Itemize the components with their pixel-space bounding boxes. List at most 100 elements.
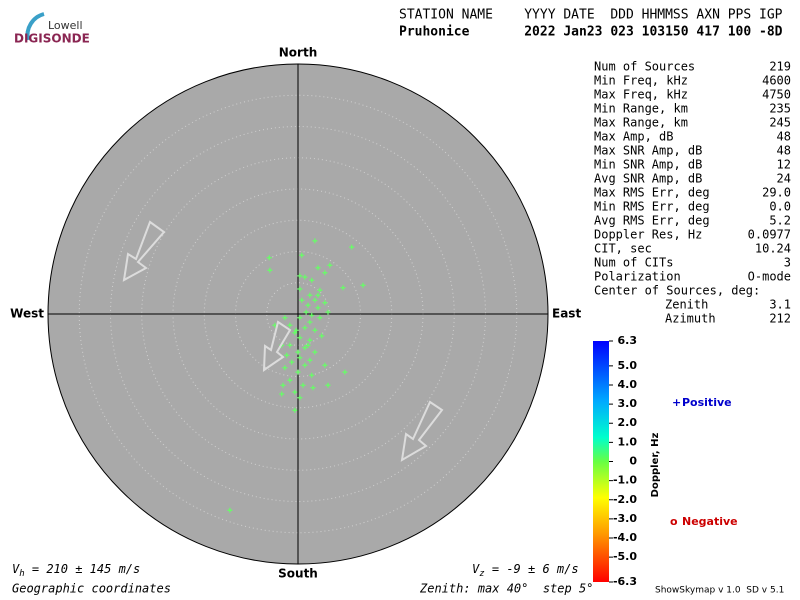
source-point [312, 327, 318, 333]
colorbar-tick-label: 5.0 [618, 359, 638, 372]
source-point [322, 300, 328, 306]
stat-label: Max RMS Err, deg [594, 186, 710, 200]
stat-label: Num of Sources [594, 60, 695, 74]
stat-value: 12 [777, 158, 791, 172]
source-point [297, 335, 303, 341]
source-point [307, 337, 313, 343]
stat-label: Max Amp, dB [594, 130, 673, 144]
plot [47, 63, 549, 565]
source-point [309, 312, 315, 318]
source-point [297, 286, 303, 292]
stat-label: Max Range, km [594, 116, 688, 130]
drift-arrows [122, 220, 444, 462]
direction-label: North [279, 46, 317, 60]
source-point [287, 377, 293, 383]
zenith-note: Zenith: max 40° step 5° [419, 582, 593, 596]
colorbar-tick-label: -1.0 [613, 474, 637, 487]
direction-label: East [552, 307, 581, 321]
source-point [317, 287, 323, 293]
stat-label: Min Range, km [594, 102, 688, 116]
source-point [266, 255, 272, 261]
source-point [309, 372, 315, 378]
source-point [292, 407, 298, 413]
source-point [297, 273, 303, 279]
arrow [400, 400, 444, 462]
stat-value: 245 [769, 116, 791, 130]
colorbar-tick-label: -4.0 [613, 531, 637, 544]
colorbar-tick-label: -3.0 [613, 512, 637, 525]
direction-label: West [10, 307, 44, 321]
legend-label: Negative [682, 515, 738, 528]
source-point [325, 382, 331, 388]
stat-value: 0.0977 [748, 228, 791, 242]
stat-value: 5.2 [769, 214, 791, 228]
source-point [349, 244, 355, 250]
stat-value: 3 [784, 256, 791, 270]
stat-label: Avg RMS Err, deg [594, 214, 710, 228]
source-point [303, 309, 309, 315]
stat-label: Max SNR Amp, dB [594, 144, 702, 158]
stat-value: 29.0 [762, 186, 791, 200]
direction-label: South [278, 567, 318, 581]
source-point [267, 267, 273, 273]
source-point [302, 325, 308, 331]
source-point [305, 342, 311, 348]
stat-label: Center of Sources, deg: [594, 284, 760, 298]
source-point [310, 385, 316, 391]
source-point [315, 292, 321, 298]
legend-symbol: o [670, 515, 678, 528]
source-point [317, 315, 323, 321]
stat-value: 48 [777, 144, 791, 158]
source-point [312, 238, 318, 244]
source-point [340, 285, 346, 291]
colorbar-tick-label: -5.0 [613, 550, 637, 563]
stat-label: Avg SNR Amp, dB [594, 172, 702, 186]
header-line: STATION NAME YYYY DATE DDD HHMMSS AXN PP… [399, 8, 783, 23]
source-point [342, 369, 348, 375]
source-point [327, 262, 333, 268]
source-point [302, 362, 308, 368]
source-point [302, 274, 308, 280]
arrow [262, 320, 292, 372]
colorbar-tick-label: 4.0 [618, 378, 638, 391]
colorbar-tick-label: -2.0 [613, 493, 637, 506]
source-point [312, 349, 318, 355]
legend-label: Positive [682, 396, 732, 409]
source-point [300, 382, 306, 388]
legend-symbol: + [672, 396, 681, 409]
source-point [292, 389, 298, 395]
source-point [309, 277, 315, 283]
colorbar-tick-label: -6.3 [613, 575, 637, 588]
stat-label: Min SNR Amp, dB [594, 158, 702, 172]
stat-value: 3.1 [769, 298, 791, 312]
source-point [284, 352, 290, 358]
source-point [287, 342, 293, 348]
source-point [319, 333, 325, 339]
vh: Vh = 210 ± 145 m/s [12, 562, 140, 579]
stat-value: 10.24 [755, 242, 791, 256]
stat-value: 48 [777, 130, 791, 144]
stat-label: Zenith [665, 298, 708, 312]
source-point [315, 265, 321, 271]
source-point [280, 382, 286, 388]
stat-value: 235 [769, 102, 791, 116]
stat-label: Min RMS Err, deg [594, 200, 710, 214]
source-point [307, 292, 313, 298]
stat-label: Doppler Res, Hz [594, 228, 702, 242]
source-point [360, 282, 366, 288]
stat-value: 212 [769, 312, 791, 326]
source-point [282, 315, 288, 321]
source-point [297, 395, 303, 401]
header-line: Pruhonice 2022 Jan23 023 103150 417 100 … [399, 25, 783, 40]
source-point [299, 252, 305, 258]
logo-big: DIGISONDE [14, 32, 90, 46]
colorbar-tick-label: 3.0 [618, 397, 638, 410]
colorbar-tick-label: 0 [629, 455, 637, 468]
colorbar-title: Doppler, Hz [650, 433, 661, 498]
logo-arc [25, 12, 45, 41]
stat-label: Max Freq, kHz [594, 88, 688, 102]
source-point [289, 359, 295, 365]
source-point [293, 327, 299, 333]
source-point [307, 319, 313, 325]
